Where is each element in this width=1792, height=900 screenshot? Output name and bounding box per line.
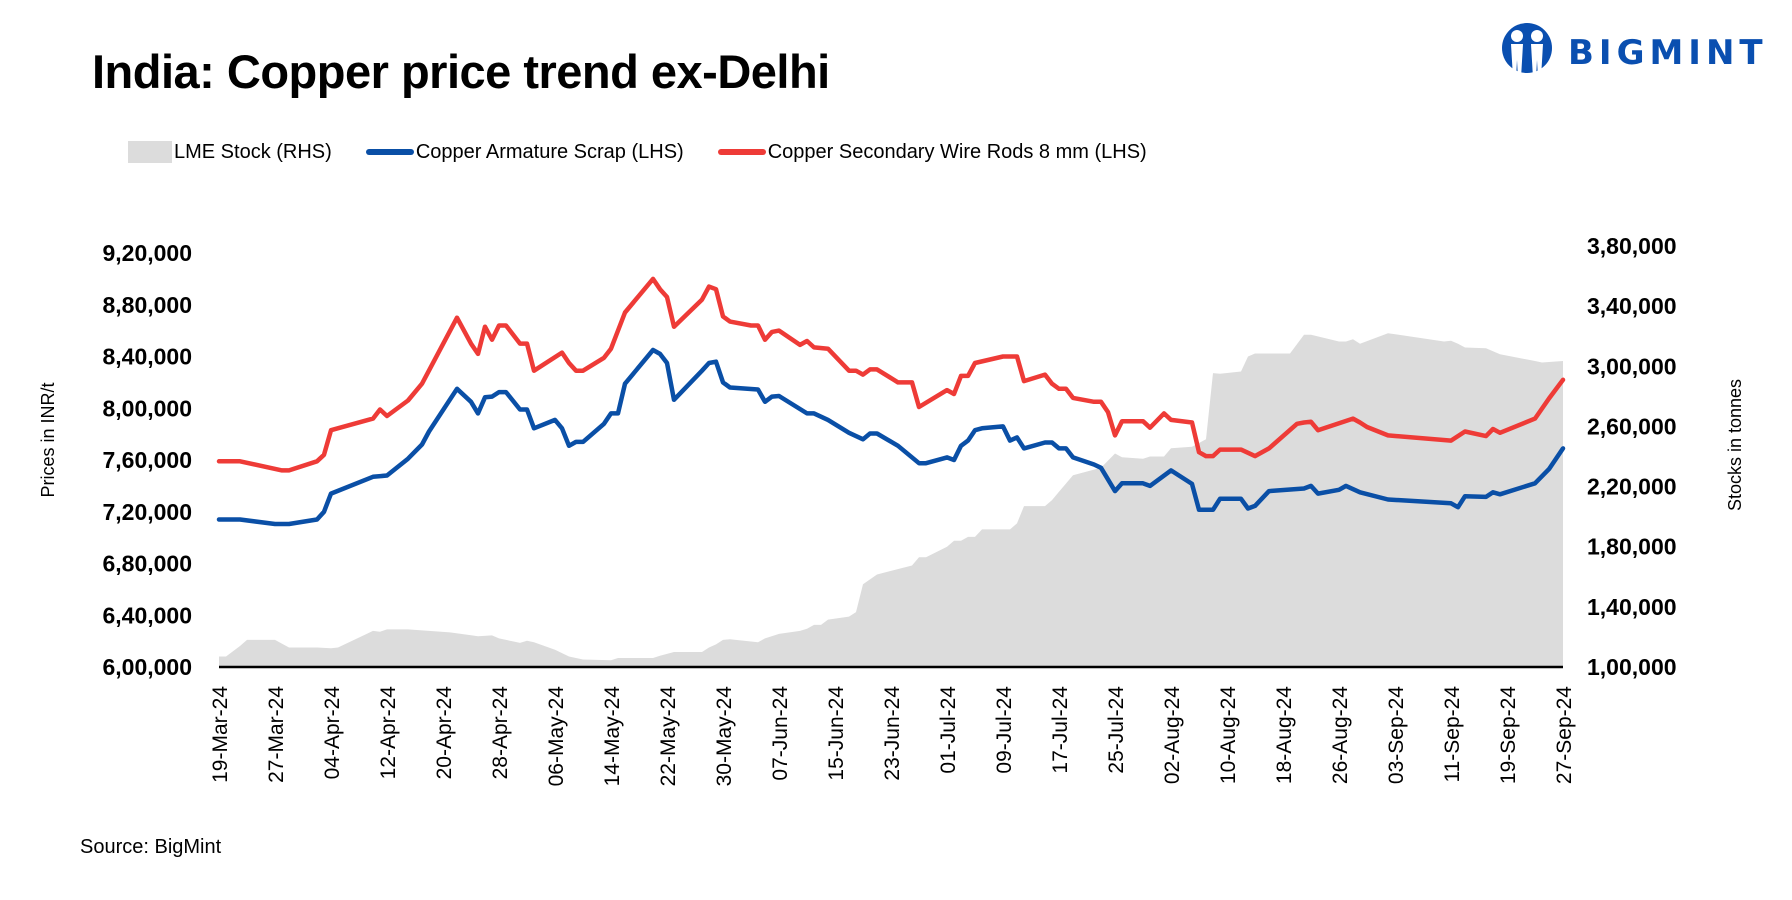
y-left-tick-label: 9,20,000 xyxy=(102,240,192,266)
series-area-lme-stock xyxy=(219,333,1563,667)
legend-label: Copper Secondary Wire Rods 8 mm (LHS) xyxy=(767,140,1147,163)
y-axis-left-title: Prices in INR/t xyxy=(38,382,58,497)
x-tick-label: 19-Mar-24 xyxy=(209,686,232,783)
source-note: Source: BigMint xyxy=(80,836,222,858)
x-tick-label: 03-Sep-24 xyxy=(1385,686,1408,784)
legend-swatch-line xyxy=(717,149,766,155)
x-tick-label: 15-Jun-24 xyxy=(825,686,848,781)
x-tick-label: 01-Jul-24 xyxy=(937,686,960,774)
y-left-tick-label: 6,00,000 xyxy=(102,654,192,680)
chart-title: India: Copper price trend ex-Delhi xyxy=(92,45,830,98)
y-right-tick-label: 2,60,000 xyxy=(1587,413,1677,439)
y-axis-right-title: Stocks in tonnes xyxy=(1725,379,1745,511)
x-tick-label: 27-Sep-24 xyxy=(1553,686,1576,784)
legend-item-wire-rods: Copper Secondary Wire Rods 8 mm (LHS) xyxy=(717,140,1147,164)
legend-swatch-area xyxy=(128,141,172,163)
y-left-tick-label: 8,80,000 xyxy=(102,292,192,318)
y-right-tick-label: 1,80,000 xyxy=(1587,534,1677,560)
y-right-tick-label: 3,80,000 xyxy=(1587,233,1677,259)
y-left-tick-label: 8,40,000 xyxy=(102,344,192,370)
y-right-tick-label: 3,00,000 xyxy=(1587,353,1677,379)
x-tick-label: 28-Apr-24 xyxy=(489,686,512,780)
bigmint-logo: BIGMINT xyxy=(1502,23,1768,78)
legend: LME Stock (RHS) Copper Armature Scrap (L… xyxy=(128,138,1181,166)
x-tick-label: 17-Jul-24 xyxy=(1049,686,1072,774)
legend-swatch-line xyxy=(365,149,414,155)
x-tick-label: 27-Mar-24 xyxy=(265,686,288,783)
x-tick-label: 23-Jun-24 xyxy=(881,686,904,781)
y-right-tick-label: 3,40,000 xyxy=(1587,293,1677,319)
logo-people-icon xyxy=(1502,23,1552,78)
x-tick-label: 19-Sep-24 xyxy=(1497,686,1520,784)
x-tick-label: 07-Jun-24 xyxy=(769,686,792,781)
y-right-tick-label: 2,20,000 xyxy=(1587,474,1677,500)
legend-label: LME Stock (RHS) xyxy=(174,140,332,163)
x-tick-label: 18-Aug-24 xyxy=(1273,686,1296,784)
x-tick-label: 11-Sep-24 xyxy=(1441,686,1464,783)
y-left-tick-label: 8,00,000 xyxy=(102,395,192,421)
y-left-tick-label: 7,20,000 xyxy=(102,499,192,525)
x-tick-label: 20-Apr-24 xyxy=(433,686,456,780)
x-tick-label: 12-Apr-24 xyxy=(377,686,400,780)
series-line-wire-rods xyxy=(216,276,1566,473)
y-left-tick-label: 7,60,000 xyxy=(102,447,192,473)
logo-text: BIGMINT xyxy=(1568,33,1768,73)
legend-label: Copper Armature Scrap (LHS) xyxy=(415,140,684,163)
x-tick-label: 09-Jul-24 xyxy=(993,686,1016,774)
series-line-armature-scrap xyxy=(216,347,1566,527)
x-tick-label: 26-Aug-24 xyxy=(1329,686,1352,784)
x-tick-label: 14-May-24 xyxy=(601,686,624,787)
x-tick-label: 06-May-24 xyxy=(545,686,568,787)
x-tick-label: 04-Apr-24 xyxy=(321,686,344,780)
legend-item-armature-scrap: Copper Armature Scrap (LHS) xyxy=(365,140,684,164)
x-tick-label: 02-Aug-24 xyxy=(1161,686,1184,784)
x-tick-label: 30-May-24 xyxy=(713,686,736,787)
legend-item-lme-stock: LME Stock (RHS) xyxy=(128,141,332,164)
y-right-tick-label: 1,00,000 xyxy=(1587,654,1677,680)
y-right-tick-label: 1,40,000 xyxy=(1587,594,1677,620)
x-tick-label: 22-May-24 xyxy=(657,686,680,787)
y-left-tick-label: 6,80,000 xyxy=(102,551,192,577)
x-tick-label: 25-Jul-24 xyxy=(1105,686,1128,774)
y-left-tick-label: 6,40,000 xyxy=(102,602,192,628)
x-tick-label: 10-Aug-24 xyxy=(1217,686,1240,784)
